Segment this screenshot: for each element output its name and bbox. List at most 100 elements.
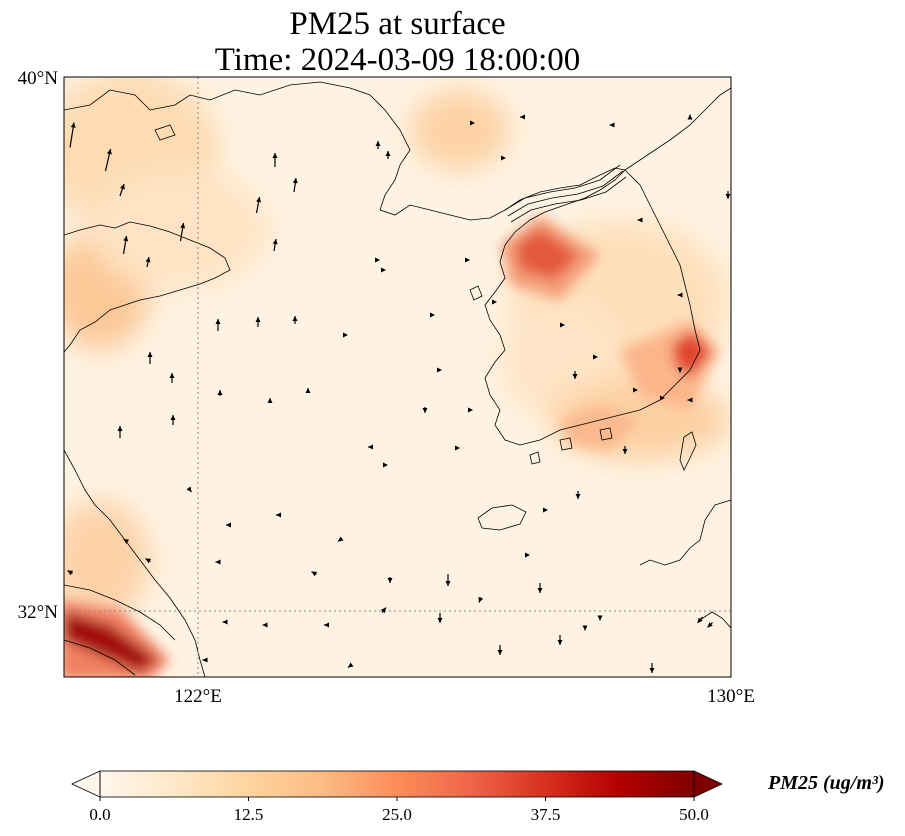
wind-vectors [67,114,731,673]
wind-arrow [437,613,443,623]
wind-arrow [67,569,74,576]
wind-arrow [387,577,393,583]
wind-arrow [272,238,278,252]
wind-arrow [262,622,268,628]
pm25-field [64,77,731,677]
wind-arrow [575,491,581,499]
wind-arrow [560,322,565,328]
coastline-jiangsu [64,449,206,677]
wind-arrow [272,153,278,167]
coastline-yangtze-north [64,584,176,641]
hotspot-yangtze-core [64,612,158,672]
wind-arrow [375,257,380,263]
wind-arrow [593,354,598,360]
hotspot-southeast-core [672,330,712,378]
wind-arrow [215,319,221,331]
lat-tick-40: 40°N [18,68,59,89]
wind-arrow [292,177,298,193]
wind-arrow [145,557,152,564]
wind-arrow [465,257,470,263]
wind-arrow [687,397,693,403]
colorbar-ticks: 0.0 12.5 25.0 37.5 50.0 [89,797,709,824]
border-line-2 [507,170,624,217]
wind-arrow [202,657,208,663]
island-jeju [477,504,527,531]
wind-arrow [311,570,318,577]
wind-arrow [368,444,373,450]
wind-arrow [347,662,354,668]
hotspot-seoul-core [515,228,580,280]
colorbar-tick-label: 50.0 [679,805,709,824]
wind-arrow [186,486,192,493]
wind-arrow [215,559,221,565]
island-west-korea [469,285,483,301]
wind-arrow [445,574,451,586]
wind-arrow [525,552,530,558]
colorbar-extend-max [693,770,723,798]
wind-arrow [543,507,548,513]
border-line-3 [510,176,627,223]
colorbar-tick-label: 37.5 [531,805,561,824]
wind-arrow [468,407,473,413]
wind-arrow [226,522,231,528]
wind-arrow [147,352,153,364]
wind-arrow [609,122,615,128]
colorbar-tick-label: 0.0 [89,805,110,824]
colorbar-extend-min [71,770,101,798]
wind-arrow [557,635,563,645]
wind-arrow [622,446,628,454]
wind-arrow [217,390,223,396]
wind-arrow [292,316,298,324]
wind-arrow [707,622,713,628]
island-south-korea-3 [529,451,541,465]
wind-arrow [324,622,329,628]
border-line-1 [504,164,621,211]
wind-arrow [520,114,525,120]
wind-arrow [430,312,435,318]
wind-arrow [337,536,344,542]
coastline-shandong [64,221,231,353]
wind-arrow [169,373,175,383]
pm25-hotspot-layer [64,215,720,677]
island-bohai-1 [154,124,176,141]
map-title-line-2: Time: 2024-03-09 18:00:00 [214,42,581,78]
wind-arrow [305,388,311,393]
gridlines [64,77,731,677]
lon-tick-122: 122°E [174,686,222,707]
wind-arrow [122,235,129,255]
coastline-yangtze-south [64,639,136,676]
wind-arrow [478,596,484,603]
wind-arrow [267,398,273,403]
wind-arrow [69,122,76,148]
wind-arrow [497,645,503,655]
island-south-korea-1 [559,437,573,451]
wind-arrow [117,426,123,438]
wind-arrow [385,151,391,159]
island-south-korea-2 [599,427,613,441]
wind-arrow [677,367,683,373]
wind-arrow [501,155,506,161]
wind-arrow [437,367,442,373]
wind-arrow [649,663,655,673]
map-title-line-1: PM25 at surface [289,6,506,42]
wind-arrow [677,292,683,298]
wind-arrow [637,217,643,223]
wind-arrow [725,191,731,199]
wind-arrow [687,114,693,120]
wind-arrow [255,196,262,214]
wind-arrow [375,141,381,149]
wind-arrow [381,267,386,273]
wind-arrow [383,462,388,468]
wind-arrow [222,619,228,625]
wind-arrow [104,148,112,172]
colorbar-gradient [100,771,694,797]
wind-arrow [582,625,588,631]
wind-arrow [492,299,497,305]
coastline-kyushu [639,499,731,566]
wind-arrow [179,222,186,242]
wind-arrow [660,395,665,401]
coastline-korea-northeast [624,87,731,171]
coastline-kyushu-south [699,611,731,629]
wind-arrow [455,445,460,451]
